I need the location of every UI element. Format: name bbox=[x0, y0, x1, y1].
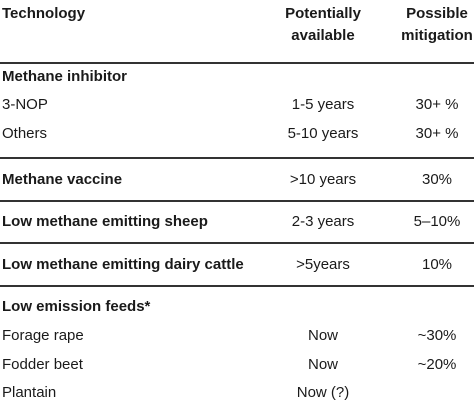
cell: Low methane emitting sheep bbox=[2, 213, 208, 230]
cell: 5-10 years bbox=[287, 125, 359, 142]
group-label: Methane inhibitor bbox=[2, 68, 127, 85]
cell: Plantain bbox=[2, 384, 57, 401]
cell: >5years bbox=[296, 256, 350, 273]
rule bbox=[0, 285, 474, 287]
cell: 30+ % bbox=[415, 125, 459, 142]
cell: 5–10% bbox=[413, 213, 461, 230]
cell: Forage rape bbox=[2, 327, 84, 344]
cell: 10% bbox=[421, 256, 453, 273]
cell: Now (?) bbox=[296, 384, 350, 401]
cell: 1-5 years bbox=[291, 96, 355, 113]
cell: Now bbox=[307, 356, 339, 373]
cell: Others bbox=[2, 125, 48, 142]
rule bbox=[0, 62, 474, 64]
cell: Fodder beet bbox=[2, 356, 83, 373]
rule bbox=[0, 157, 474, 159]
cell: ~20% bbox=[417, 356, 457, 373]
cell: Now bbox=[307, 327, 339, 344]
group-label: Low emission feeds* bbox=[2, 298, 151, 315]
header-cell: Possible mitigation bbox=[401, 5, 473, 44]
cell: >10 years bbox=[289, 171, 357, 188]
cell: Methane vaccine bbox=[2, 171, 123, 188]
rule bbox=[0, 200, 474, 202]
header-cell: Technology bbox=[2, 5, 86, 22]
rule bbox=[0, 242, 474, 244]
cell: 3-NOP bbox=[2, 96, 48, 113]
cell: 2-3 years bbox=[291, 213, 355, 230]
cell: 30+ % bbox=[415, 96, 459, 113]
cell: 30% bbox=[421, 171, 453, 188]
cell: Low methane emitting dairy cattle bbox=[2, 256, 244, 273]
header-cell: Potentially available bbox=[285, 5, 361, 44]
cell: ~30% bbox=[417, 327, 457, 344]
